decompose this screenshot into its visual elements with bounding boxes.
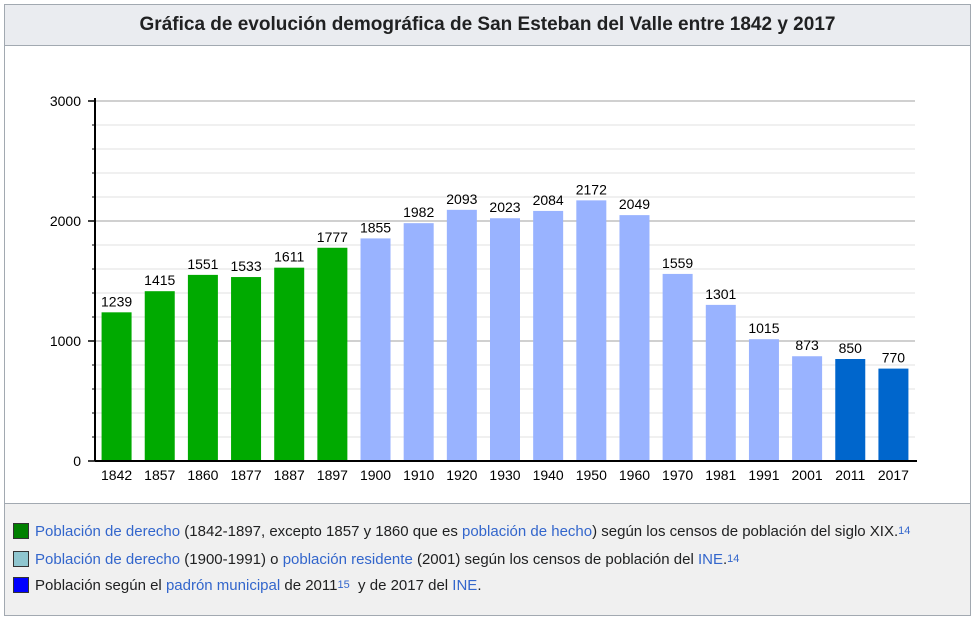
y-tick-label: 1000 <box>50 333 81 349</box>
bar-1887 <box>274 267 305 461</box>
x-tick-label-1887: 1887 <box>274 467 305 483</box>
legend-text: Población según el <box>35 576 166 594</box>
bar-1981 <box>705 304 736 461</box>
chart-frame: Gráfica de evolución demográfica de San … <box>4 4 971 616</box>
legend-text: de 2011 <box>280 576 338 594</box>
data-label-1860: 1551 <box>187 256 218 272</box>
bar-1860 <box>187 274 218 461</box>
bar-1930 <box>490 218 520 461</box>
x-tick-label-1900: 1900 <box>360 467 391 483</box>
bar-2017 <box>878 368 909 461</box>
y-tick-label: 2000 <box>50 213 81 229</box>
legend-text: y de 2017 del <box>349 576 453 594</box>
chart-area: 0 1000 2000 3000 1239 1842 1415 1857 1551 1860 153… <box>5 46 970 504</box>
legend-link[interactable]: padrón municipal <box>165 576 281 594</box>
x-tick-label-2017: 2017 <box>878 467 909 483</box>
data-label-1930: 2023 <box>489 199 520 215</box>
data-label-1857: 1415 <box>144 272 175 288</box>
bar-1950 <box>576 200 607 462</box>
bar-1920 <box>446 209 477 461</box>
legend-link[interactable]: INE <box>452 576 478 594</box>
data-label-1991: 1015 <box>748 320 779 336</box>
legend-text: . <box>723 550 728 568</box>
bar-1900 <box>360 238 391 461</box>
legend: Población de derecho (1842-1897, excepto… <box>5 504 970 615</box>
bar-1877 <box>231 277 262 461</box>
data-label-1877: 1533 <box>230 258 261 274</box>
bar-1940 <box>533 210 564 461</box>
data-label-1887: 1611 <box>274 249 304 265</box>
bar-1897 <box>317 247 348 461</box>
legend-text: (1842-1897, excepto 1857 y 1860 que es <box>180 522 462 540</box>
x-tick-label-2001: 2001 <box>792 467 823 483</box>
legend-swatch <box>13 577 29 593</box>
y-tick-label: 3000 <box>50 93 81 109</box>
x-tick-label-1991: 1991 <box>748 467 779 483</box>
legend-link[interactable]: población de hecho <box>462 522 593 540</box>
legend-row-derecho-xix: Población de derecho (1842-1897, excepto… <box>13 520 910 542</box>
chart-title: Gráfica de evolución demográfica de San … <box>5 5 970 46</box>
data-label-1960: 2049 <box>619 196 650 212</box>
legend-text: (1900-1991) o <box>180 550 283 568</box>
bar-1970 <box>662 273 693 461</box>
data-label-1910: 1982 <box>403 204 434 220</box>
data-label-2017: 770 <box>882 350 906 366</box>
data-label-1981: 1301 <box>705 286 736 302</box>
data-label-1920: 2093 <box>446 191 477 207</box>
x-tick-label-1981: 1981 <box>705 467 736 483</box>
x-tick-label-1970: 1970 <box>662 467 693 483</box>
legend-text: (2001) según los censos de población del <box>412 550 698 568</box>
data-label-2011: 850 <box>839 340 863 356</box>
y-tick-label: 0 <box>73 453 81 469</box>
legend-swatch <box>13 523 29 539</box>
legend-row-padron: Población según el padrón municipal de 2… <box>13 574 481 596</box>
legend-link[interactable]: INE <box>697 550 723 568</box>
data-label-1897: 1777 <box>317 229 348 245</box>
legend-link[interactable]: población residente <box>282 550 413 568</box>
x-tick-label-1930: 1930 <box>489 467 520 483</box>
x-tick-label-1877: 1877 <box>230 467 261 483</box>
x-tick-label-1940: 1940 <box>533 467 564 483</box>
x-tick-label-2011: 2011 <box>835 467 865 483</box>
x-tick-label-1897: 1897 <box>317 467 348 483</box>
x-tick-label-1950: 1950 <box>576 467 607 483</box>
data-label-1950: 2172 <box>576 181 607 197</box>
bar-1842 <box>101 312 132 461</box>
legend-row-derecho-residente: Población de derecho (1900-1991) o pobla… <box>13 548 739 570</box>
x-tick-label-1960: 1960 <box>619 467 650 483</box>
legend-text: . <box>477 576 482 594</box>
bar-2011 <box>835 359 866 461</box>
x-tick-label-1857: 1857 <box>144 467 175 483</box>
bar-2001 <box>792 356 823 461</box>
bar-1991 <box>748 339 779 461</box>
x-tick-label-1920: 1920 <box>446 467 477 483</box>
bar-1857 <box>144 291 175 461</box>
population-bar-chart: 0 1000 2000 3000 1239 1842 1415 1857 1551 1860 153… <box>50 93 917 483</box>
data-label-1900: 1855 <box>360 219 391 235</box>
bar-1910 <box>403 223 434 461</box>
legend-text: ) según los censos de población del sigl… <box>592 522 899 540</box>
data-label-1842: 1239 <box>101 293 132 309</box>
data-label-1940: 2084 <box>533 192 564 208</box>
legend-swatch <box>13 551 29 567</box>
x-tick-label-1860: 1860 <box>187 467 218 483</box>
data-label-2001: 873 <box>795 337 819 353</box>
x-tick-label-1910: 1910 <box>403 467 434 483</box>
legend-link[interactable]: Población de derecho <box>35 522 181 540</box>
data-label-1970: 1559 <box>662 255 693 271</box>
bar-1960 <box>619 215 650 461</box>
legend-link[interactable]: Población de derecho <box>35 550 181 568</box>
x-tick-label-1842: 1842 <box>101 467 132 483</box>
